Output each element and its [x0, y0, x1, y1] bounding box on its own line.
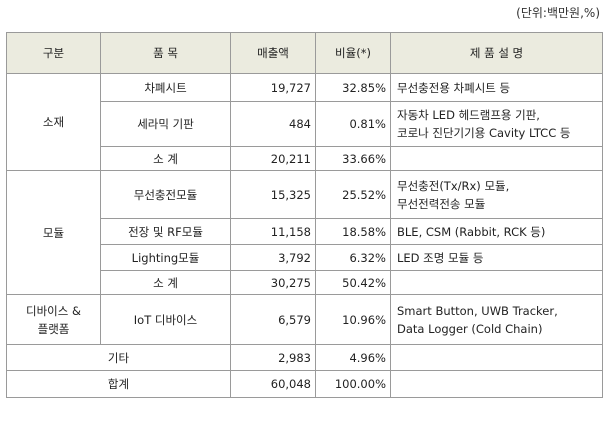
ratio-cell: 33.66%	[315, 146, 391, 171]
group-label-module: 모듈	[6, 170, 101, 295]
other-label: 기타	[6, 344, 231, 371]
subtotal-row: 소 계 30,275 50.42%	[7, 270, 603, 295]
item-cell: 세라믹 기판	[100, 101, 231, 147]
sales-cell: 11,158	[230, 218, 316, 245]
desc-line: 무선전력전송 모듈	[397, 196, 486, 211]
table-row: 세라믹 기판 484 0.81% 자동차 LED 헤드램프용 기판, 코로나 진…	[7, 101, 603, 147]
ratio-cell: 18.58%	[315, 218, 391, 245]
desc-line: LED 조명 모듈 등	[397, 250, 484, 265]
ratio-cell: 10.96%	[315, 294, 391, 345]
item-cell: Lighting모듈	[100, 244, 231, 271]
sales-cell: 30,275	[230, 270, 316, 295]
header-row: 구분 품 목 매출액 비율(*) 제 품 설 명	[6, 32, 603, 74]
other-row: 기타 2,983 4.96%	[6, 344, 603, 371]
desc-line: Data Logger (Cold Chain)	[397, 321, 543, 336]
ratio-cell: 32.85%	[315, 73, 391, 102]
header-category: 구분	[6, 32, 101, 74]
header-desc: 제 품 설 명	[390, 32, 603, 74]
desc-cell: Smart Button, UWB Tracker, Data Logger (…	[390, 294, 603, 345]
desc-line: 코로나 진단기기용 Cavity LTCC 등	[397, 126, 571, 140]
table-row: 소재 차폐시트 19,727 32.85% 무선충전용 차폐시트 등	[6, 73, 603, 171]
desc-cell	[390, 270, 603, 295]
ratio-cell: 4.96%	[315, 344, 391, 371]
total-row: 합계 60,048 100.00%	[6, 370, 603, 398]
desc-line: Smart Button, UWB Tracker,	[397, 303, 558, 318]
sales-cell: 20,211	[230, 146, 316, 171]
desc-cell	[390, 344, 603, 371]
desc-line: BLE, CSM (Rabbit, RCK 등)	[397, 224, 546, 239]
desc-line: 무선충전(Tx/Rx) 모듈,	[397, 178, 510, 193]
ratio-cell: 50.42%	[315, 270, 391, 295]
table-row: 전장 및 RF모듈 11,158 18.58% BLE, CSM (Rabbit…	[7, 218, 603, 245]
item-cell: IoT 디바이스	[100, 294, 231, 345]
table-row: 디바이스 & 플랫폼 IoT 디바이스 6,579 10.96% Smart B…	[6, 294, 603, 345]
ratio-cell: 0.81%	[315, 101, 391, 147]
header-item: 품 목	[100, 32, 231, 74]
sales-table: 구분 품 목 매출액 비율(*) 제 품 설 명 소재 차폐시트 19,727 …	[6, 32, 603, 398]
desc-cell: 무선충전(Tx/Rx) 모듈, 무선전력전송 모듈	[390, 170, 603, 219]
sales-cell: 60,048	[230, 370, 316, 398]
item-cell: 차폐시트	[100, 73, 231, 102]
desc-cell	[390, 370, 603, 398]
total-label: 합계	[6, 370, 231, 398]
desc-line: 무선충전용 차폐시트 등	[397, 80, 511, 95]
desc-line: 자동차 LED 헤드램프용 기판,	[397, 108, 540, 122]
unit-note: (단위:백만원,%)	[516, 6, 600, 20]
ratio-cell: 25.52%	[315, 170, 391, 219]
subtotal-label: 소 계	[100, 270, 231, 295]
header-ratio: 비율(*)	[315, 32, 391, 74]
group-label-line: 플랫폼	[37, 321, 70, 336]
sales-cell: 19,727	[230, 73, 316, 102]
desc-cell: LED 조명 모듈 등	[390, 244, 603, 271]
ratio-cell: 100.00%	[315, 370, 391, 398]
desc-cell	[390, 146, 603, 171]
group-label-device: 디바이스 & 플랫폼	[6, 294, 101, 345]
sales-cell: 6,579	[230, 294, 316, 345]
subtotal-label: 소 계	[100, 146, 231, 171]
desc-cell: 자동차 LED 헤드램프용 기판, 코로나 진단기기용 Cavity LTCC …	[390, 101, 603, 147]
desc-cell: 무선충전용 차폐시트 등	[390, 73, 603, 102]
group-label-line: 디바이스 &	[26, 303, 81, 318]
table-row: Lighting모듈 3,792 6.32% LED 조명 모듈 등	[7, 244, 603, 271]
desc-cell: BLE, CSM (Rabbit, RCK 등)	[390, 218, 603, 245]
ratio-cell: 6.32%	[315, 244, 391, 271]
group-label-material: 소재	[6, 73, 101, 171]
item-cell: 전장 및 RF모듈	[100, 218, 231, 245]
sales-cell: 3,792	[230, 244, 316, 271]
subtotal-row: 소 계 20,211 33.66%	[7, 146, 603, 171]
sales-cell: 2,983	[230, 344, 316, 371]
item-cell: 무선충전모듈	[100, 170, 231, 219]
sales-cell: 15,325	[230, 170, 316, 219]
header-sales: 매출액	[230, 32, 316, 74]
table-row: 모듈 무선충전모듈 15,325 25.52% 무선충전(Tx/Rx) 모듈, …	[6, 170, 603, 295]
sales-cell: 484	[230, 101, 316, 147]
